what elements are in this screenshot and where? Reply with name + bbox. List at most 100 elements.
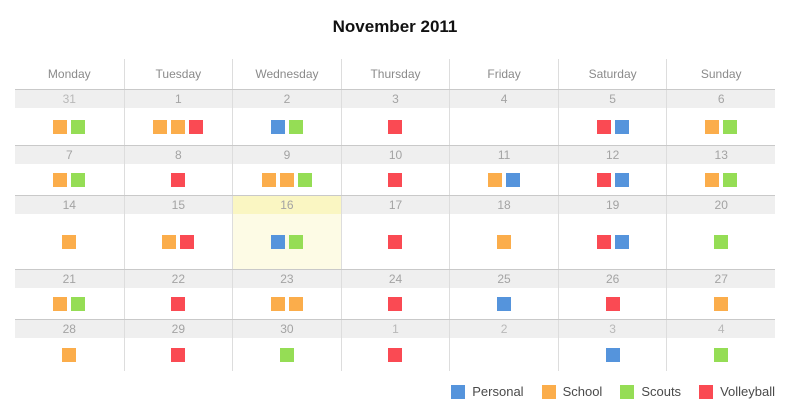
day-cell[interactable] — [15, 108, 124, 145]
day-cell[interactable] — [340, 288, 450, 319]
day-number: 10 — [340, 146, 450, 164]
school-event-marker[interactable] — [261, 172, 276, 187]
day-cell[interactable] — [232, 338, 341, 371]
scouts-event-marker[interactable] — [297, 172, 312, 187]
school-event-marker[interactable] — [153, 119, 168, 134]
volleyball-event-marker[interactable] — [388, 296, 403, 311]
volleyball-event-marker[interactable] — [596, 172, 611, 187]
school-event-marker[interactable] — [53, 172, 68, 187]
day-cell[interactable] — [340, 214, 450, 269]
personal-legend-swatch-icon — [451, 384, 466, 399]
week-row: 31 1 2 3 4 5 6 — [15, 89, 775, 145]
personal-event-marker[interactable] — [506, 172, 521, 187]
school-event-marker[interactable] — [279, 172, 294, 187]
school-event-marker[interactable] — [171, 119, 186, 134]
day-number: 6 — [666, 90, 775, 108]
scouts-event-marker[interactable] — [71, 119, 86, 134]
day-number: 22 — [123, 270, 233, 288]
day-cell[interactable] — [449, 214, 558, 269]
day-cell[interactable] — [123, 164, 233, 195]
scouts-event-marker[interactable] — [288, 234, 303, 249]
day-cell[interactable] — [15, 214, 124, 269]
scouts-event-marker[interactable] — [71, 172, 86, 187]
school-event-marker[interactable] — [714, 296, 729, 311]
personal-event-marker[interactable] — [270, 119, 285, 134]
volleyball-event-marker[interactable] — [171, 347, 186, 362]
day-number: 3 — [340, 90, 450, 108]
scouts-event-marker[interactable] — [714, 347, 729, 362]
school-event-marker[interactable] — [705, 119, 720, 134]
school-event-marker[interactable] — [162, 234, 177, 249]
school-event-marker[interactable] — [53, 296, 68, 311]
day-cell[interactable] — [232, 288, 341, 319]
day-number: 28 — [62, 322, 76, 336]
day-cell[interactable] — [666, 108, 775, 145]
day-cell[interactable] — [15, 288, 124, 319]
day-cell[interactable] — [232, 164, 341, 195]
volleyball-event-marker[interactable] — [388, 347, 403, 362]
school-event-marker[interactable] — [288, 296, 303, 311]
personal-event-marker[interactable] — [605, 347, 620, 362]
volleyball-event-marker[interactable] — [180, 234, 195, 249]
day-cell[interactable] — [449, 288, 558, 319]
personal-event-marker[interactable] — [497, 296, 512, 311]
day-cell[interactable] — [557, 214, 667, 269]
volleyball-event-marker[interactable] — [388, 172, 403, 187]
volleyball-event-marker[interactable] — [596, 234, 611, 249]
day-number: 8 — [123, 146, 233, 164]
day-cell[interactable] — [666, 214, 775, 269]
day-cell[interactable] — [232, 108, 341, 145]
scouts-event-marker[interactable] — [714, 234, 729, 249]
volleyball-event-marker[interactable] — [596, 119, 611, 134]
volleyball-legend-swatch-icon — [699, 384, 714, 399]
volleyball-event-marker[interactable] — [388, 119, 403, 134]
day-cell[interactable] — [557, 288, 667, 319]
day-cell[interactable] — [557, 338, 667, 371]
scouts-event-marker[interactable] — [288, 119, 303, 134]
day-cell[interactable] — [340, 108, 450, 145]
school-event-marker[interactable] — [62, 347, 77, 362]
day-cell[interactable] — [340, 338, 450, 371]
day-cell[interactable] — [666, 338, 775, 371]
volleyball-event-marker[interactable] — [171, 296, 186, 311]
legend-label: Scouts — [641, 384, 682, 399]
day-cell[interactable] — [15, 338, 124, 371]
day-cell[interactable] — [666, 288, 775, 319]
day-cell[interactable] — [557, 108, 667, 145]
day-cell[interactable] — [123, 338, 233, 371]
day-cell[interactable] — [449, 108, 558, 145]
personal-event-marker[interactable] — [270, 234, 285, 249]
scouts-event-marker[interactable] — [279, 347, 294, 362]
events-row — [15, 338, 775, 371]
day-cell[interactable] — [123, 108, 233, 145]
volleyball-event-marker[interactable] — [605, 296, 620, 311]
calendar-grid: 31 1 2 3 4 5 6 7 8 9 10 11 12 13 14 15 16 17 18 19 20 21 22 23 2… — [15, 89, 775, 371]
day-cell[interactable] — [449, 338, 558, 371]
volleyball-event-marker[interactable] — [171, 172, 186, 187]
day-cell[interactable] — [557, 164, 667, 195]
day-cell[interactable] — [449, 164, 558, 195]
date-row: 14 15 16 17 18 19 20 — [15, 195, 775, 214]
personal-event-marker[interactable] — [614, 234, 629, 249]
personal-event-marker[interactable] — [614, 172, 629, 187]
scouts-event-marker[interactable] — [71, 296, 86, 311]
volleyball-event-marker[interactable] — [388, 234, 403, 249]
volleyball-event-marker[interactable] — [189, 119, 204, 134]
day-cell[interactable] — [232, 214, 341, 269]
personal-event-marker[interactable] — [614, 119, 629, 134]
day-cell[interactable] — [15, 164, 124, 195]
day-cell[interactable] — [123, 214, 233, 269]
day-cell[interactable] — [666, 164, 775, 195]
scouts-event-marker[interactable] — [723, 172, 738, 187]
school-event-marker[interactable] — [270, 296, 285, 311]
scouts-event-marker[interactable] — [723, 119, 738, 134]
day-cell[interactable] — [123, 288, 233, 319]
day-cell[interactable] — [340, 164, 450, 195]
weekday-saturday: Saturday — [557, 59, 667, 89]
school-event-marker[interactable] — [62, 234, 77, 249]
school-event-marker[interactable] — [497, 234, 512, 249]
school-event-marker[interactable] — [705, 172, 720, 187]
school-event-marker[interactable] — [488, 172, 503, 187]
school-event-marker[interactable] — [53, 119, 68, 134]
date-row: 7 8 9 10 11 12 13 — [15, 145, 775, 164]
